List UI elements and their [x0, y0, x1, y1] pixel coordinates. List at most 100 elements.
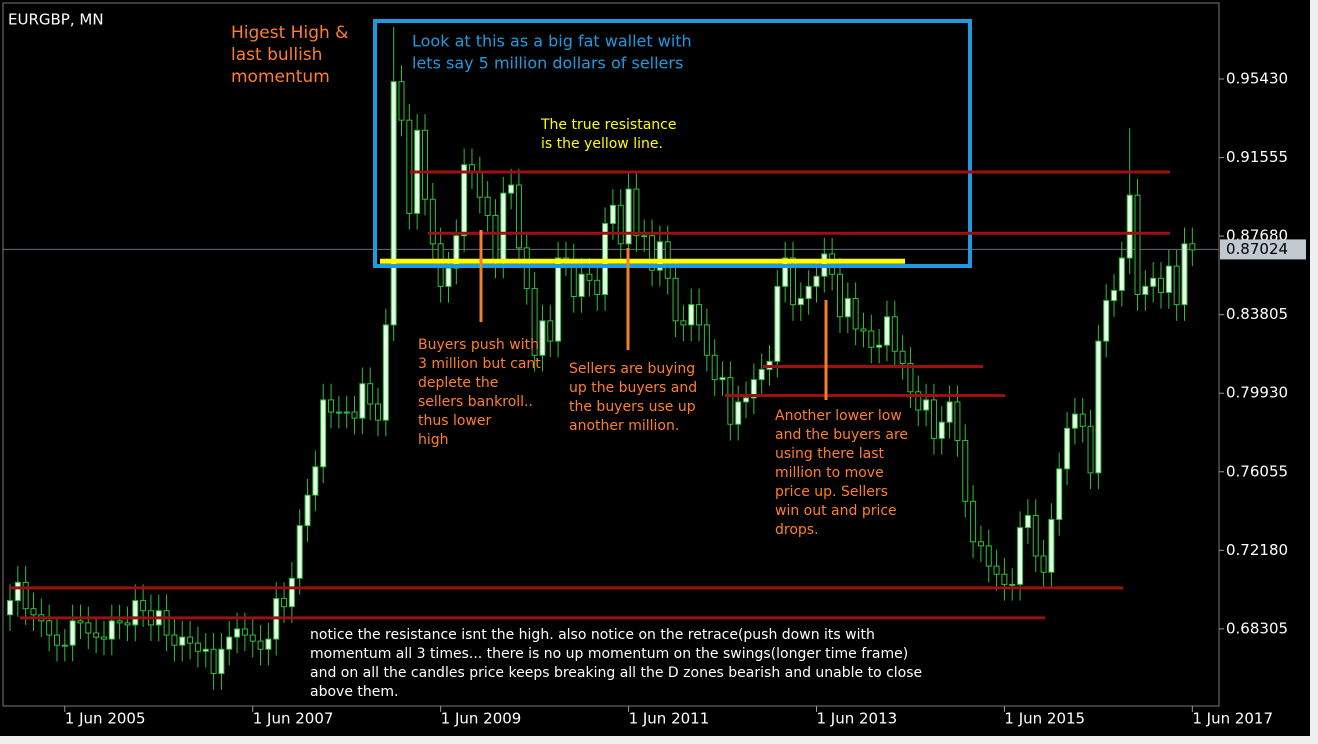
candle-body	[257, 640, 264, 650]
annotation-text: above them.	[310, 684, 398, 700]
candle-body	[304, 494, 311, 527]
annotation-text: million to move	[775, 465, 884, 481]
candle-body	[656, 241, 663, 271]
candle-body	[194, 642, 201, 652]
candle-body	[1126, 194, 1133, 259]
candle-body	[805, 285, 812, 300]
candle-body	[171, 634, 178, 646]
candle-body	[328, 399, 335, 413]
candle-body	[288, 577, 295, 608]
candle-body	[946, 401, 953, 423]
candle-body	[680, 320, 687, 326]
candle-body	[1095, 340, 1102, 474]
candle-body	[46, 620, 53, 636]
candle-body	[69, 620, 76, 646]
candle-body	[30, 608, 37, 616]
candle-body	[335, 411, 342, 414]
candle-body	[1189, 243, 1196, 251]
candle-body	[1142, 285, 1149, 295]
x-tick-label: 1 Jun 2007	[253, 710, 334, 728]
annotation-text: another million.	[569, 418, 679, 434]
candle-body	[899, 350, 906, 364]
candle-body	[100, 636, 107, 640]
candle-body	[970, 500, 977, 543]
candle-body	[625, 188, 632, 245]
candle-body	[1064, 427, 1071, 470]
candle-body	[1071, 413, 1078, 429]
candle-body	[351, 411, 358, 419]
candle-body	[1150, 277, 1157, 287]
candle-body	[22, 581, 29, 610]
candle-body	[1009, 583, 1016, 586]
candle-body	[836, 273, 843, 318]
x-tick-label: 1 Jun 2017	[1192, 710, 1273, 728]
candle-body	[320, 399, 327, 468]
annotation-text: momentum	[231, 67, 330, 87]
candle-body	[515, 184, 522, 249]
candle-body	[1040, 555, 1047, 573]
candle-body	[1158, 277, 1165, 293]
candle-body	[179, 636, 186, 646]
y-tick-label: 0.95430	[1226, 70, 1288, 88]
candle-body	[523, 247, 530, 289]
annotation-text: Higest High &	[231, 23, 348, 43]
candle-body	[719, 377, 726, 381]
wallet-box	[373, 19, 972, 268]
candle-body	[210, 648, 217, 675]
candle-body	[421, 129, 428, 200]
candle-body	[617, 204, 624, 245]
candle-body	[711, 354, 718, 381]
candle-body	[868, 330, 875, 348]
annotation-text: Buyers push with	[418, 337, 539, 353]
candle-body	[883, 316, 890, 346]
candle-body	[1134, 194, 1141, 295]
candle-body	[727, 377, 734, 425]
candle-body	[445, 267, 452, 287]
candle-body	[915, 391, 922, 411]
candle-body	[85, 622, 92, 634]
candle-body	[876, 344, 883, 348]
candle-body	[14, 581, 21, 602]
candle-body	[938, 421, 945, 439]
candle-body	[1118, 257, 1125, 291]
candle-body	[1087, 425, 1094, 474]
annotation-text: last bullish	[231, 45, 322, 65]
plot-frame	[2, 2, 1220, 707]
y-tick-label: 0.72180	[1226, 541, 1288, 559]
candle-body	[609, 204, 616, 225]
x-tick-label: 1 Jun 2011	[629, 710, 710, 728]
candle-body	[453, 235, 460, 269]
annotation-text: up the buyers and	[569, 380, 697, 396]
annotation-text: high	[418, 432, 449, 448]
candle-body	[406, 119, 413, 214]
candle-body	[672, 277, 679, 322]
annotation-text: 3 million but cant	[418, 356, 541, 372]
candle-body	[586, 273, 593, 281]
candle-body	[790, 257, 796, 306]
annotation-text: using there last	[775, 446, 885, 462]
candle-body	[547, 320, 554, 342]
candle-body	[53, 634, 60, 646]
candle-body	[782, 257, 789, 287]
candle-body	[797, 298, 804, 306]
candle-body	[1001, 573, 1008, 585]
annotation-text: thus lower	[418, 413, 491, 429]
candle-body	[758, 369, 765, 381]
candle-body	[633, 188, 640, 237]
annotation-text: lets say 5 million dollars of sellers	[412, 54, 683, 73]
candle-body	[1048, 519, 1055, 573]
candle-body	[484, 196, 491, 216]
candle-body	[429, 198, 436, 245]
candle-body	[375, 403, 382, 421]
candle-body	[390, 81, 397, 326]
annotation-text: The true resistance	[540, 117, 676, 133]
candle-body	[977, 541, 984, 547]
candle-body	[116, 620, 123, 624]
candle-body	[1032, 514, 1039, 557]
candle-body	[641, 235, 648, 238]
candle-body	[774, 285, 781, 362]
symbol-title: EURGBP, MN	[8, 11, 104, 29]
x-tick-label: 1 Jun 2015	[1004, 710, 1085, 728]
candle-body	[265, 638, 272, 650]
candle-body	[1079, 413, 1086, 427]
